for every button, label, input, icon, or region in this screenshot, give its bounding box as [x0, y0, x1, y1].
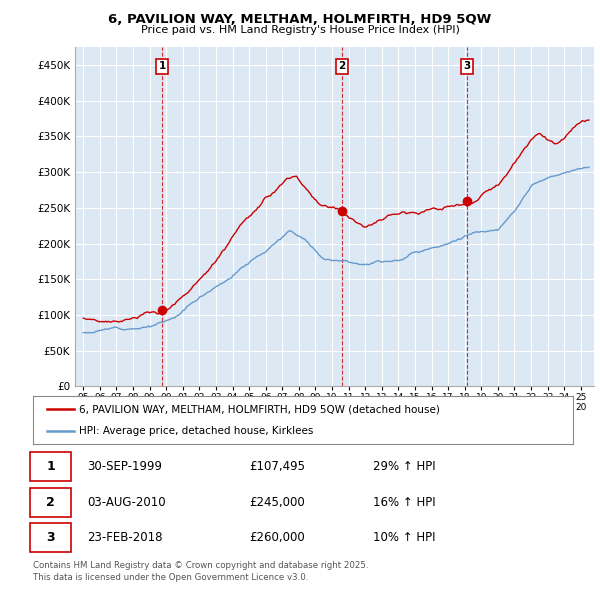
Text: £107,495: £107,495 [249, 460, 305, 473]
Text: 23-FEB-2018: 23-FEB-2018 [87, 531, 163, 544]
Text: HPI: Average price, detached house, Kirklees: HPI: Average price, detached house, Kirk… [79, 426, 313, 436]
FancyBboxPatch shape [30, 487, 71, 517]
Text: 6, PAVILION WAY, MELTHAM, HOLMFIRTH, HD9 5QW (detached house): 6, PAVILION WAY, MELTHAM, HOLMFIRTH, HD9… [79, 404, 440, 414]
Text: 3: 3 [46, 531, 55, 544]
Text: £260,000: £260,000 [249, 531, 305, 544]
Text: 1: 1 [158, 61, 166, 71]
Text: 16% ↑ HPI: 16% ↑ HPI [373, 496, 436, 509]
Text: 30-SEP-1999: 30-SEP-1999 [87, 460, 162, 473]
Text: Contains HM Land Registry data © Crown copyright and database right 2025.
This d: Contains HM Land Registry data © Crown c… [33, 560, 368, 582]
FancyBboxPatch shape [30, 452, 71, 481]
Text: 3: 3 [464, 61, 471, 71]
Text: 03-AUG-2010: 03-AUG-2010 [87, 496, 166, 509]
Text: 29% ↑ HPI: 29% ↑ HPI [373, 460, 436, 473]
Text: 10% ↑ HPI: 10% ↑ HPI [373, 531, 436, 544]
Text: £245,000: £245,000 [249, 496, 305, 509]
FancyBboxPatch shape [30, 523, 71, 552]
Text: Price paid vs. HM Land Registry's House Price Index (HPI): Price paid vs. HM Land Registry's House … [140, 25, 460, 35]
Text: 2: 2 [46, 496, 55, 509]
Text: 1: 1 [46, 460, 55, 473]
Text: 6, PAVILION WAY, MELTHAM, HOLMFIRTH, HD9 5QW: 6, PAVILION WAY, MELTHAM, HOLMFIRTH, HD9… [109, 13, 491, 26]
Text: 2: 2 [338, 61, 345, 71]
